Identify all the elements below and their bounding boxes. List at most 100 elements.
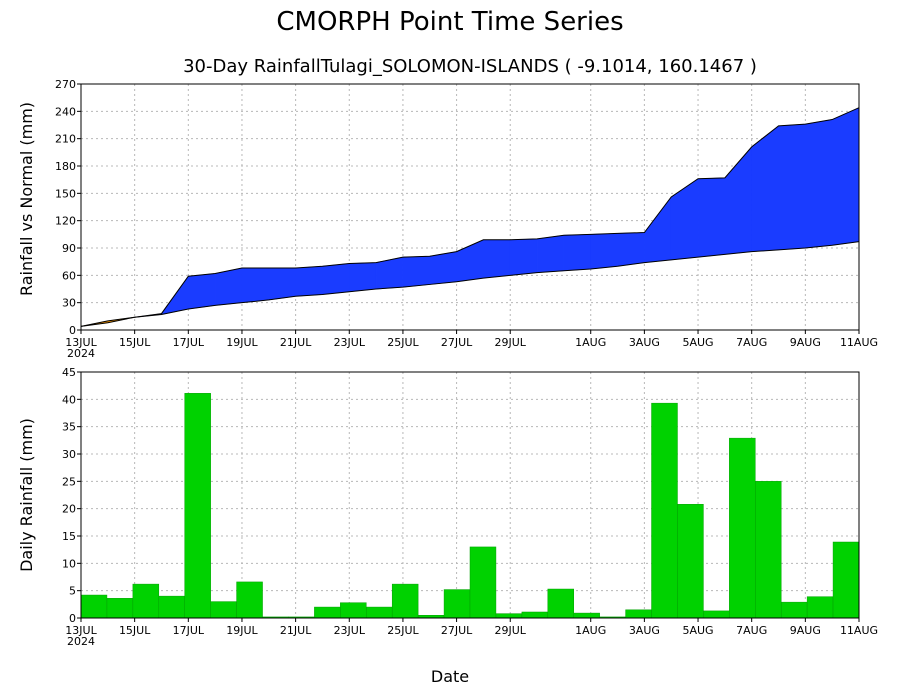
area-fill-segment-19-0 bbox=[590, 233, 618, 270]
top-ytick-label-3: 90 bbox=[62, 242, 76, 255]
bottom-xtick-label-2: 17JUL bbox=[173, 624, 205, 637]
area-fill-segment-6-0 bbox=[241, 267, 270, 303]
top-xtick-label-6: 25JUL bbox=[387, 336, 419, 349]
daily-bar-13JUL bbox=[80, 594, 108, 619]
daily-rainfall-panel: 0 5 10 15 20 25 30 35 40 45 13JUL 15JUL 17JUL 19JUL 21… bbox=[62, 366, 878, 648]
area-fill-segment-18-0 bbox=[563, 234, 591, 272]
top-xtick-label-11: 5AUG bbox=[682, 336, 713, 349]
area-fill-segment-27-0 bbox=[805, 119, 833, 249]
actual-cumulative-line bbox=[80, 107, 860, 327]
bottom-xtick-label-3: 19JUL bbox=[226, 624, 258, 637]
top-ytick-label-1: 30 bbox=[62, 297, 76, 310]
bottom-xtick-label-13: 9AUG bbox=[790, 624, 821, 637]
daily-bar-29JUL bbox=[495, 613, 523, 619]
area-fill-segment-20-0 bbox=[617, 232, 645, 267]
top-xtick-label-8: 29JUL bbox=[495, 336, 527, 349]
daily-bar-27JUL bbox=[443, 589, 471, 619]
top-xtick-label-9: 1AUG bbox=[575, 336, 606, 349]
top-year-label: 2024 bbox=[67, 347, 95, 360]
daily-bar-10AUG bbox=[806, 596, 834, 619]
bottom-xtick-label-8: 29JUL bbox=[495, 624, 527, 637]
daily-bar-31JUL bbox=[547, 588, 574, 619]
bottom-xtick-label-0: 13JUL bbox=[65, 624, 97, 637]
bottom-year-label: 2024 bbox=[67, 635, 95, 648]
area-fill-segment-5-0 bbox=[214, 267, 243, 306]
daily-bar-3AUG bbox=[625, 609, 652, 619]
top-xtick-label-0: 13JUL bbox=[65, 336, 97, 349]
area-fill-segment-26-0 bbox=[778, 123, 806, 251]
top-xtick-label-13: 9AUG bbox=[790, 336, 821, 349]
bottom-ytick-label-8: 40 bbox=[62, 393, 76, 406]
area-fill-segment-12-0 bbox=[402, 255, 431, 288]
top-ytick-label-2: 60 bbox=[62, 269, 76, 282]
bottom-ytick-label-0: 0 bbox=[69, 612, 76, 625]
area-fill-segment-28-0 bbox=[831, 107, 860, 246]
bottom-ytick-label-5: 25 bbox=[62, 475, 76, 488]
daily-bar-5AUG bbox=[677, 504, 704, 619]
daily-bar-22JUL bbox=[314, 606, 341, 619]
daily-bar-25JUL bbox=[391, 583, 419, 619]
area-fill-segment-15-0 bbox=[483, 239, 511, 279]
daily-bar-4AUG bbox=[651, 402, 678, 619]
top-xtick-label-7: 27JUL bbox=[441, 336, 473, 349]
area-fill-segment-21-0 bbox=[644, 196, 672, 263]
bottom-ytick-label-7: 35 bbox=[62, 421, 76, 434]
area-fill-segment-23-0 bbox=[697, 177, 726, 258]
daily-bar-7AUG bbox=[729, 437, 756, 619]
daily-bar-19JUL bbox=[236, 581, 263, 619]
bottom-ytick-label-2: 10 bbox=[62, 557, 76, 570]
bottom-xtick-label-14: 11AUG bbox=[840, 624, 878, 637]
top-ytick-label-8: 240 bbox=[55, 105, 76, 118]
daily-bar-16JUL bbox=[158, 595, 185, 619]
top-y-axis-label: Rainfall vs Normal (mm) bbox=[17, 102, 36, 296]
chart-title: CMORPH Point Time Series bbox=[276, 7, 623, 37]
top-ytick-label-6: 180 bbox=[55, 160, 76, 173]
bottom-ytick-label-6: 30 bbox=[62, 448, 76, 461]
top-ytick-label-5: 150 bbox=[55, 187, 76, 200]
top-xtick-label-5: 23JUL bbox=[334, 336, 366, 349]
daily-bar-8AUG bbox=[755, 481, 782, 619]
daily-bar-6AUG bbox=[703, 610, 730, 619]
daily-bar-30JUL bbox=[521, 611, 549, 619]
area-fill-segment-8-0 bbox=[295, 265, 323, 297]
top-xtick-label-4: 21JUL bbox=[280, 336, 312, 349]
top-ytick-label-0: 0 bbox=[69, 324, 76, 337]
area-fill-segment-10-0 bbox=[349, 262, 377, 293]
area-fill-segment-22-0 bbox=[670, 178, 699, 261]
bottom-ytick-label-3: 15 bbox=[62, 530, 76, 543]
top-xtick-label-2: 17JUL bbox=[173, 336, 205, 349]
bottom-frame bbox=[80, 371, 860, 619]
top-xtick-label-3: 19JUL bbox=[226, 336, 258, 349]
top-frame bbox=[80, 83, 860, 331]
top-ytick-label-9: 270 bbox=[55, 78, 76, 91]
bottom-xtick-label-1: 15JUL bbox=[119, 624, 151, 637]
bottom-xtick-label-4: 21JUL bbox=[280, 624, 312, 637]
bottom-xtick-label-12: 7AUG bbox=[736, 624, 767, 637]
bottom-ytick-label-9: 45 bbox=[62, 366, 76, 379]
area-fill-segment-17-0 bbox=[536, 234, 565, 273]
bottom-xtick-label-10: 3AUG bbox=[629, 624, 660, 637]
top-ytick-label-7: 210 bbox=[55, 133, 76, 146]
bottom-y-axis-label: Daily Rainfall (mm) bbox=[17, 418, 36, 572]
daily-bar-14JUL bbox=[106, 598, 134, 619]
normal-cumulative-line bbox=[80, 241, 860, 327]
bottom-xtick-label-11: 5AUG bbox=[682, 624, 713, 637]
top-xtick-label-10: 3AUG bbox=[629, 336, 660, 349]
daily-bar-17JUL bbox=[184, 393, 211, 619]
bottom-xtick-label-5: 23JUL bbox=[334, 624, 366, 637]
area-fill-segment-25-0 bbox=[751, 125, 779, 252]
x-axis-label: Date bbox=[431, 667, 469, 686]
bottom-ytick-label-1: 5 bbox=[69, 585, 76, 598]
top-ytick-label-4: 120 bbox=[55, 215, 76, 228]
bottom-xtick-label-9: 1AUG bbox=[575, 624, 606, 637]
top-xtick-label-12: 7AUG bbox=[736, 336, 767, 349]
daily-bar-9AUG bbox=[780, 601, 808, 619]
chart-subtitle: 30-Day RainfallTulagi_SOLOMON-ISLANDS ( … bbox=[183, 56, 757, 77]
top-xtick-label-14: 11AUG bbox=[840, 336, 878, 349]
bottom-ytick-label-4: 20 bbox=[62, 503, 76, 516]
area-fill-segment-9-0 bbox=[322, 263, 350, 295]
daily-bar-11AUG bbox=[832, 541, 860, 619]
daily-bar-1AUG bbox=[573, 612, 600, 619]
daily-bar-28JUL bbox=[469, 546, 497, 619]
